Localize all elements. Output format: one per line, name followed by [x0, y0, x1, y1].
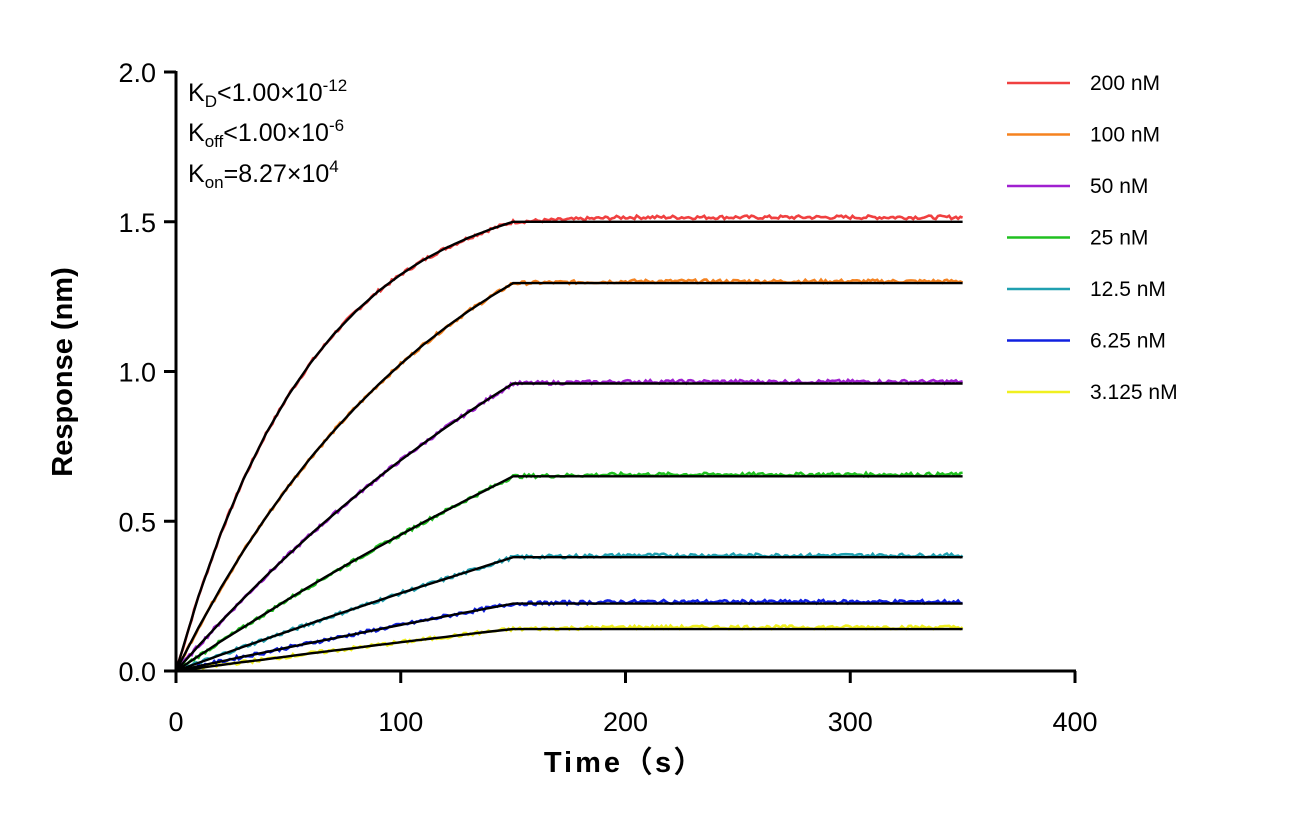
y-tick-label: 0.0 — [118, 657, 156, 687]
x-tick-label: 200 — [603, 707, 648, 737]
legend-label: 6.25 nM — [1090, 330, 1166, 353]
legend-item: 200 nM — [1007, 72, 1160, 95]
legend-label: 200 nM — [1090, 72, 1160, 95]
fit-curve-6-25-nM — [175, 602, 963, 673]
legend-item: 50 nM — [1007, 175, 1148, 198]
data-curve-6-25-nM — [175, 598, 963, 673]
x-axis-label: Time（s） — [544, 746, 706, 779]
data-curve-25-nM — [175, 470, 963, 672]
legend-item: 6.25 nM — [1007, 330, 1166, 353]
fit-curve-3-125-nM — [175, 627, 963, 673]
legend-item: 3.125 nM — [1007, 381, 1178, 404]
fit-curve-200-nM — [174, 220, 963, 672]
data-curve-3-125-nM — [175, 623, 964, 673]
x-tick-label: 400 — [1052, 707, 1097, 737]
legend-label: 25 nM — [1090, 227, 1148, 250]
y-tick-label: 2.0 — [118, 58, 156, 88]
x-tick-label: 100 — [378, 707, 423, 737]
y-tick-label: 1.0 — [118, 358, 156, 388]
y-tick-label: 0.5 — [118, 507, 156, 537]
legend-item: 25 nM — [1007, 227, 1148, 250]
y-axis-label: Response (nm) — [47, 267, 79, 476]
legend-item: 100 nM — [1007, 124, 1160, 147]
koff-annotation: Koff<1.00×10-6 — [188, 116, 344, 151]
legend-label: 100 nM — [1090, 124, 1160, 147]
kinetics-annotation: KD<1.00×10-12 Koff<1.00×10-6 Kon=8.27×10… — [188, 76, 347, 192]
y-tick-label: 1.5 — [118, 208, 156, 238]
legend-item: 12.5 nM — [1007, 278, 1166, 301]
kon-annotation: Kon=8.27×104 — [188, 157, 339, 192]
series-layer — [174, 213, 964, 673]
x-tick-label: 300 — [828, 707, 873, 737]
x-tick-label: 0 — [168, 707, 183, 737]
legend-label: 50 nM — [1090, 175, 1148, 198]
fit-curve-100-nM — [174, 281, 963, 672]
legend: 200 nM 100 nM 50 nM 25 nM 12.5 nM 6.25 nM 3.12… — [1007, 72, 1178, 404]
fit-curve-50-nM — [175, 382, 963, 672]
legend-label: 12.5 nM — [1090, 278, 1166, 301]
axes: 0.0 0.5 1.0 1.5 2.0 0 100 200 300 400 — [118, 58, 1097, 737]
legend-label: 3.125 nM — [1090, 381, 1178, 404]
fit-curve-12-5-nM — [175, 556, 963, 673]
fit-curve-25-nM — [175, 475, 963, 672]
kd-annotation: KD<1.00×10-12 — [188, 76, 347, 111]
